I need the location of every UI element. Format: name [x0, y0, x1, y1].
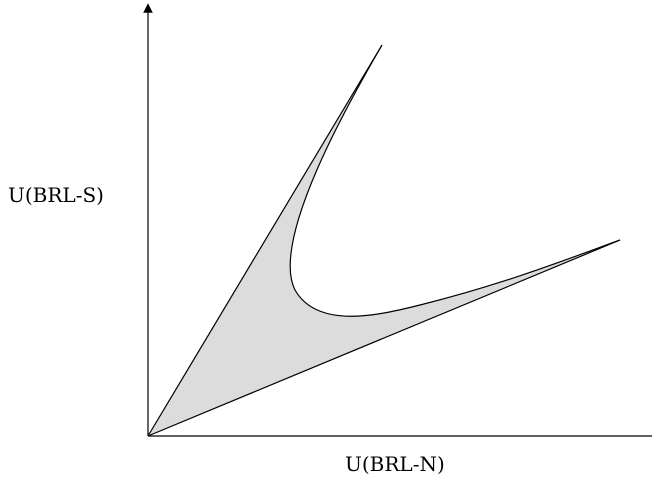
lower-ray [147, 239, 621, 437]
upper-ray [147, 44, 383, 437]
x-axis-label: U(BRL-N) [345, 452, 445, 476]
curved-boundary [289, 44, 621, 317]
shaded-utility-region [148, 45, 620, 436]
y-axis-label: U(BRL-S) [8, 183, 104, 207]
